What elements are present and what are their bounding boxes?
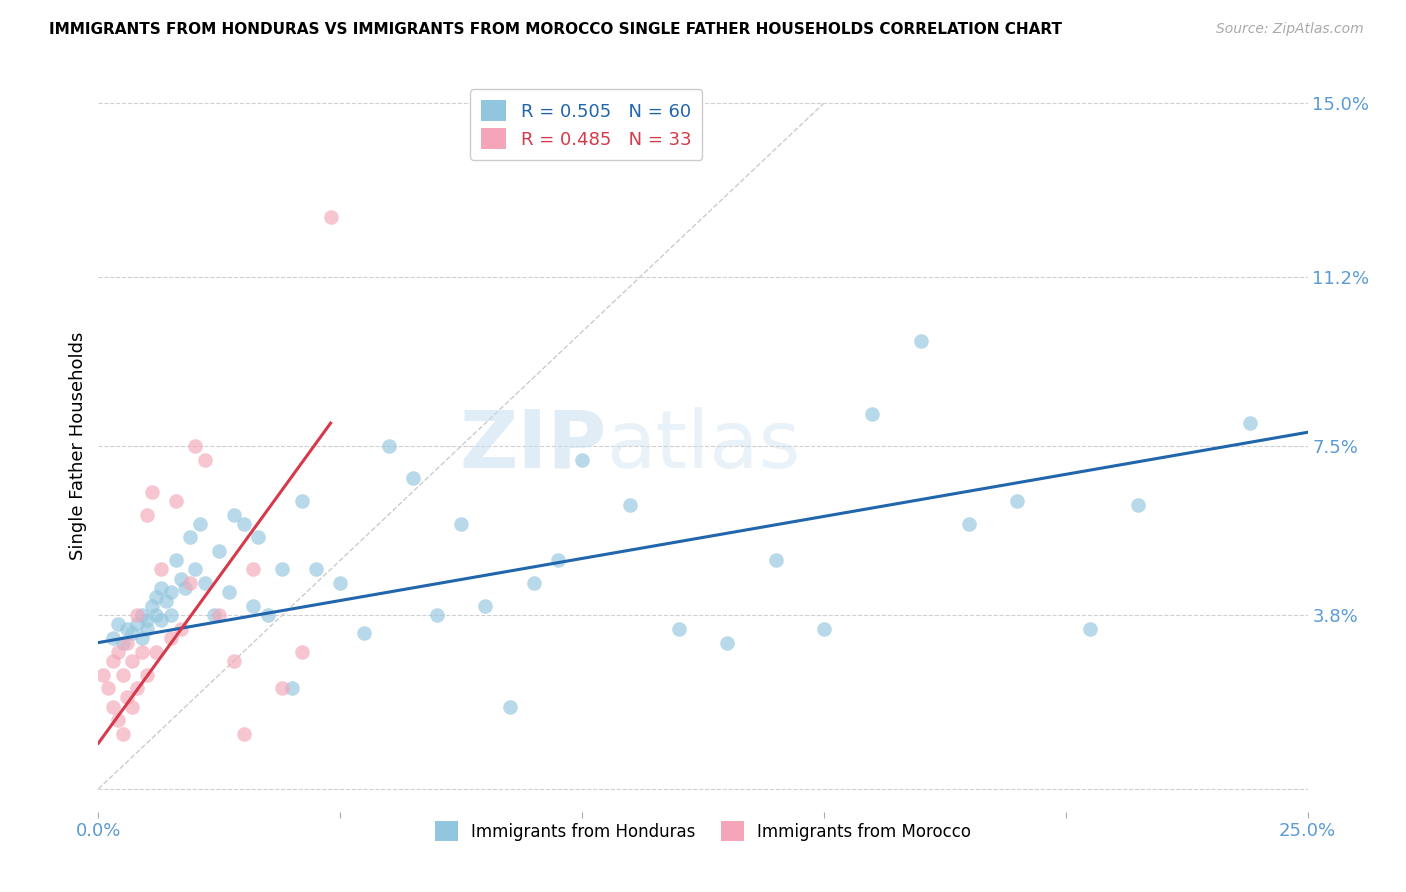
Point (208, 544, 231, 558)
Point (127, 617, 149, 632)
Point (150, 562, 173, 576)
Point (353, 626, 375, 640)
Point (121, 626, 143, 640)
Text: Source: ZipAtlas.com: Source: ZipAtlas.com (1216, 22, 1364, 37)
Point (107, 714, 129, 728)
Point (290, 494, 312, 508)
Point (765, 553, 787, 567)
Point (150, 581, 173, 595)
Y-axis label: Single Father Households: Single Father Households (69, 332, 87, 560)
Point (1128, 499, 1150, 513)
Point (523, 576, 546, 591)
Point (145, 645, 167, 659)
Point (127, 608, 149, 623)
Point (247, 530, 270, 544)
Point (174, 581, 197, 595)
Point (498, 699, 520, 714)
Point (860, 407, 883, 421)
Point (222, 654, 245, 668)
Point (131, 608, 153, 623)
Point (155, 594, 177, 608)
Point (281, 681, 304, 696)
Point (194, 576, 217, 591)
Point (1007, 494, 1029, 508)
Point (184, 439, 207, 453)
Point (160, 608, 183, 623)
Point (160, 585, 183, 599)
Point (242, 599, 264, 613)
Point (305, 562, 328, 576)
Text: ZIP: ZIP (458, 407, 606, 485)
Text: atlas: atlas (606, 407, 800, 485)
Point (208, 608, 231, 623)
Point (111, 727, 134, 741)
Point (232, 516, 254, 531)
Point (141, 484, 163, 499)
Point (135, 622, 157, 636)
Point (131, 631, 153, 645)
Text: IMMIGRANTS FROM HONDURAS VS IMMIGRANTS FROM MOROCCO SINGLE FATHER HOUSEHOLDS COR: IMMIGRANTS FROM HONDURAS VS IMMIGRANTS F… (49, 22, 1062, 37)
Point (145, 608, 167, 623)
Point (668, 622, 690, 636)
Point (402, 471, 425, 485)
Point (111, 667, 134, 681)
Point (145, 590, 167, 604)
Point (107, 645, 129, 659)
Point (169, 622, 191, 636)
Point (121, 654, 143, 668)
Point (194, 452, 217, 467)
Point (160, 631, 183, 645)
Point (256, 608, 278, 623)
Point (329, 576, 352, 591)
Point (474, 599, 496, 613)
Point (1239, 416, 1261, 430)
Point (188, 516, 211, 531)
Point (232, 727, 254, 741)
Point (150, 613, 173, 627)
Point (135, 508, 157, 522)
Point (165, 494, 187, 508)
Point (547, 553, 569, 567)
Point (107, 617, 129, 632)
Point (165, 553, 187, 567)
Point (377, 439, 399, 453)
Point (141, 599, 163, 613)
Point (184, 562, 207, 576)
Point (111, 635, 134, 649)
Point (179, 576, 201, 591)
Point (290, 645, 312, 659)
Point (218, 585, 240, 599)
Point (571, 452, 593, 467)
Point (271, 562, 294, 576)
Legend: Immigrants from Honduras, Immigrants from Morocco: Immigrants from Honduras, Immigrants fro… (427, 814, 979, 847)
Point (117, 622, 139, 636)
Point (91, 667, 114, 681)
Point (179, 530, 201, 544)
Point (910, 334, 932, 348)
Point (450, 516, 472, 531)
Point (117, 635, 139, 649)
Point (101, 631, 124, 645)
Point (117, 690, 139, 705)
Point (131, 645, 153, 659)
Point (1078, 622, 1101, 636)
Point (169, 572, 191, 586)
Point (101, 699, 124, 714)
Point (204, 608, 226, 623)
Point (619, 499, 641, 513)
Point (135, 613, 157, 627)
Point (97, 681, 120, 696)
Point (319, 211, 342, 225)
Point (426, 608, 449, 623)
Point (222, 508, 245, 522)
Point (957, 516, 980, 531)
Point (271, 681, 294, 696)
Point (121, 699, 143, 714)
Point (716, 635, 738, 649)
Point (101, 654, 124, 668)
Point (127, 681, 149, 696)
Point (135, 667, 157, 681)
Point (242, 562, 264, 576)
Point (813, 622, 835, 636)
